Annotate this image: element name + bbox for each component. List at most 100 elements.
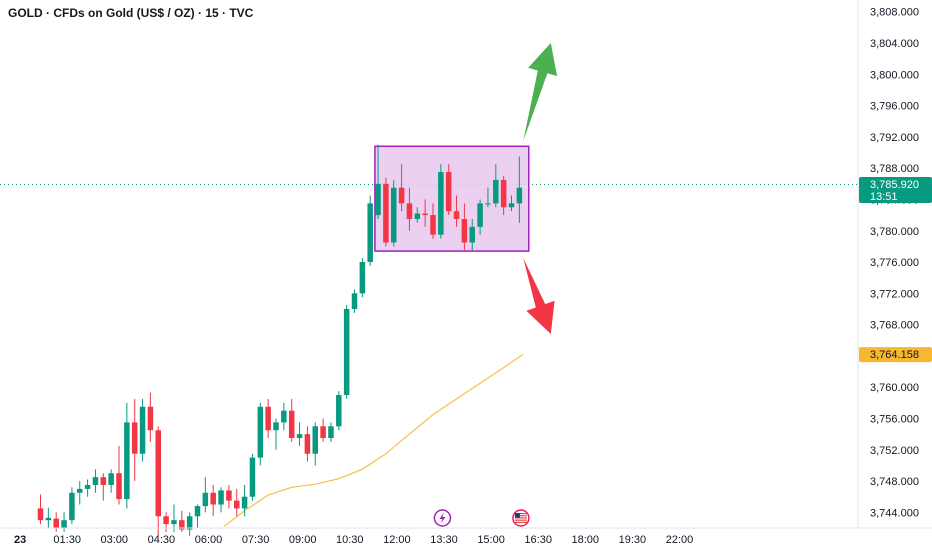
candle-body [414,213,421,220]
price-tick-label: 3,752.000 [870,445,919,457]
price-tick-label: 3,768.000 [870,320,919,332]
candle-body [273,422,279,431]
price-tick-label: 3,780.000 [870,226,919,238]
candle-body [351,293,358,309]
candle [288,398,295,442]
candle-body [406,203,413,220]
price-tick-label: 3,804.000 [870,38,919,50]
candle-body [147,406,154,431]
candle-body [304,434,311,454]
candle-body [508,203,515,208]
candle-body [84,484,91,489]
flag-stripe [514,515,527,517]
candle-body [163,516,169,525]
time-tick-label: 18:00 [572,534,600,546]
price-tick-label: 3,744.000 [870,507,919,519]
time-tick-label: 13:30 [430,534,458,546]
candle [273,418,279,450]
candle-body [281,410,287,423]
candle [430,203,436,239]
flag-canton [514,513,520,518]
candle-body [234,500,240,509]
candle [343,305,350,399]
time-tick-label: 22:00 [666,534,694,546]
event-markers [433,509,530,527]
candle-body [92,477,99,485]
candle [53,512,59,532]
candle-body [336,395,342,427]
candle-body [53,518,59,528]
candle [304,426,311,462]
candle [328,422,334,442]
candle [398,164,405,212]
time-tick-label: 04:30 [148,534,176,546]
candle [438,164,444,239]
bullish-arrow [523,43,558,141]
candle-body [116,473,122,500]
candle [461,203,468,251]
candle [493,164,499,208]
candle [336,391,342,431]
lightning-icon[interactable] [433,509,452,527]
candle-body [485,203,491,205]
price-tick-label: 3,800.000 [870,69,919,81]
time-tick-label: 10:30 [336,534,364,546]
lightning-icon-bolt [439,512,446,524]
candle [477,199,483,235]
candle [108,469,114,493]
price-tick-label: 3,760.000 [870,382,919,394]
candle [218,487,224,513]
us-flag-icon[interactable] [512,509,530,527]
price-axis[interactable]: 3,744.000 3,748.000 3,752.000 3,756.000 3,76… [857,0,932,528]
bearish-arrow [523,258,555,334]
time-tick-label: 16:30 [524,534,552,546]
time-tick-label: 15:00 [477,534,505,546]
candle-body [131,422,138,454]
candle [320,418,326,442]
candle [234,488,240,517]
candle-body [500,179,507,208]
candle-body [179,520,185,530]
candle-body [343,308,350,396]
candle-body [61,520,67,528]
candle-body [367,203,373,263]
candle-body [430,215,436,235]
candle-body [194,506,201,517]
candle [45,507,52,528]
candle-body [359,262,366,294]
time-axis[interactable]: 23 01:30 03:00 04:30 06:00 07:30 09:00 10:30 12:… [0,527,932,546]
candle-body [461,219,468,243]
candle [375,144,381,220]
candle [257,402,264,466]
candle-body [445,172,452,212]
candle [516,156,523,223]
candle-body [328,426,334,439]
candle-body [288,410,295,439]
candle-body [493,179,499,204]
current-price-tag-value: 3,785.920 [870,179,919,191]
time-tick-label: 01:30 [53,534,81,546]
price-tick-label: 3,772.000 [870,288,919,300]
candle-body [100,477,107,485]
candle [61,512,67,532]
candle-body [249,457,256,497]
candle-body [296,434,303,439]
candle [77,481,83,505]
candle-body [516,187,523,204]
candle [391,179,397,247]
candle [414,207,421,223]
candle-body [37,508,44,521]
price-tick-label: 3,808.000 [870,7,919,19]
price-tick-label: 3,796.000 [870,101,919,113]
candle-body [77,488,83,493]
time-tick-label: 09:00 [289,534,317,546]
ma-price-tag-bg [859,347,932,363]
candle [37,494,44,525]
flag-stripe [514,519,527,521]
candle [116,445,122,505]
candle [312,422,318,466]
chart-title: GOLD · CFDs on Gold (US$ / OZ) · 15 · TV… [8,6,254,20]
